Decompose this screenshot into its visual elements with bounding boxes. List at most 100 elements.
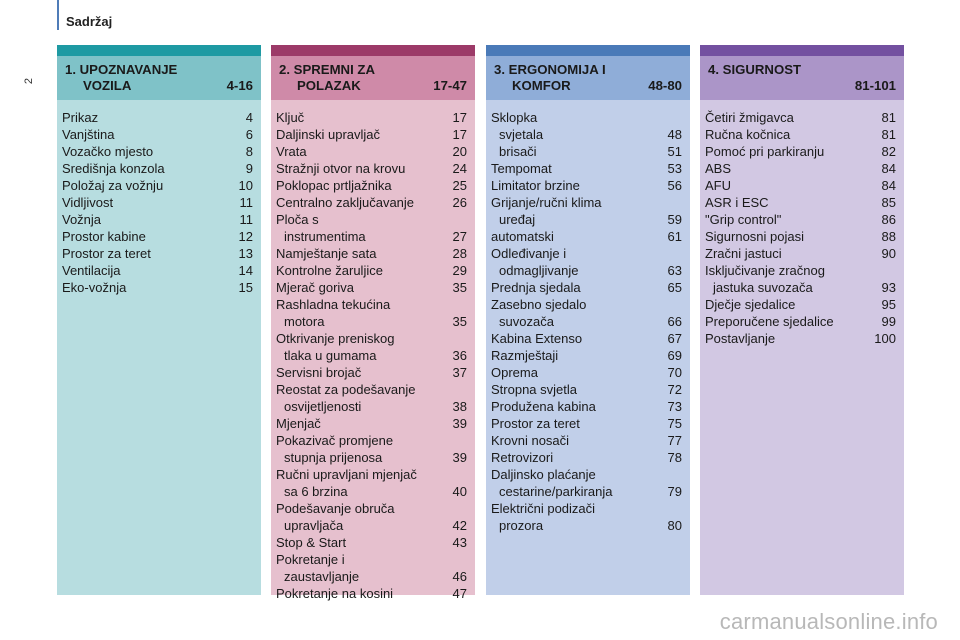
toc-entry[interactable]: ABS 84 — [705, 160, 896, 177]
toc-entry[interactable]: AFU 84 — [705, 177, 896, 194]
toc-entry-line2: cestarine/parkiranja 79 — [491, 483, 682, 500]
toc-entry[interactable]: Četiri žmigavca 81 — [705, 109, 896, 126]
toc-entry[interactable]: Preporučene sjedalice 99 — [705, 313, 896, 330]
toc-entry[interactable]: Oprema 70 — [491, 364, 682, 381]
toc-entry[interactable]: "Grip control" 86 — [705, 211, 896, 228]
toc-entry-page: 46 — [452, 569, 467, 584]
toc-entry[interactable]: Prednja sjedala 65 — [491, 279, 682, 296]
toc-entry-label: Pokretanje i — [276, 552, 345, 567]
toc-entry-label-cont: motora — [284, 314, 325, 329]
toc-entry-label-cont: tlaka u gumama — [284, 348, 377, 363]
toc-entry-label: Vanjština — [62, 127, 115, 142]
toc-entry[interactable]: Dječje sjedalice 95 — [705, 296, 896, 313]
toc-entry[interactable]: Ventilacija 14 — [62, 262, 253, 279]
toc-entry-label-cont: svjetala — [499, 127, 544, 142]
toc-entry-label: ABS — [705, 161, 732, 176]
toc-entry[interactable]: Reostat za podešavanje osvijetljenosti 38 — [276, 381, 467, 415]
toc-entry[interactable]: Produžena kabina 73 — [491, 398, 682, 415]
toc-entry-label: Namještanje sata — [276, 246, 377, 261]
toc-entry-page: 29 — [452, 263, 467, 278]
toc-entry[interactable]: Vidljivost 11 — [62, 194, 253, 211]
toc-entry[interactable]: Kabina Extenso 67 — [491, 330, 682, 347]
toc-entry-page: 85 — [881, 195, 896, 210]
toc-entry[interactable]: Prikaz 4 — [62, 109, 253, 126]
toc-entry[interactable]: Poklopac prtljažnika 25 — [276, 177, 467, 194]
toc-entry[interactable]: Sklopka svjetala 48 — [491, 109, 682, 143]
toc-entry-label: Retrovizori — [491, 450, 554, 465]
toc-entry[interactable]: Pokretanje i zaustavljanje 46 — [276, 551, 467, 585]
toc-entry[interactable]: Stop & Start 43 — [276, 534, 467, 551]
toc-entry-page: 84 — [881, 161, 896, 176]
toc-entry-line2: brisači 51 — [491, 143, 682, 160]
toc-entry[interactable]: Grijanje/ručni klima uređaj 59 — [491, 194, 682, 228]
toc-entry[interactable]: Vožnja 11 — [62, 211, 253, 228]
toc-entry[interactable]: Namještanje sata 28 — [276, 245, 467, 262]
toc-entry[interactable]: Rashladna tekućina motora 35 — [276, 296, 467, 330]
section-accent-bar — [486, 45, 690, 56]
section-column-4: 4. SIGURNOST 81-101 Četiri žmigavca 81 Ruč… — [700, 45, 904, 595]
toc-entry[interactable]: Tempomat 53 — [491, 160, 682, 177]
section-accent-bar — [271, 45, 475, 56]
toc-entry-page: 86 — [881, 212, 896, 227]
toc-entry[interactable]: Zračni jastuci 90 — [705, 245, 896, 262]
toc-entry-label: Pokretanje na kosini — [276, 586, 394, 601]
toc-entry[interactable]: Ručni upravljani mjenjač sa 6 brzina 40 — [276, 466, 467, 500]
toc-entry[interactable]: Daljinski upravljač 17 — [276, 126, 467, 143]
toc-entry-label: Pomoć pri parkiranju — [705, 144, 825, 159]
toc-entry[interactable]: ASR i ESC 85 — [705, 194, 896, 211]
toc-entry[interactable]: Prostor kabine 12 — [62, 228, 253, 245]
toc-entry-label: Sigurnosni pojasi — [705, 229, 805, 244]
toc-entry[interactable]: Položaj za vožnju 10 — [62, 177, 253, 194]
toc-entry[interactable]: Središnja konzola 9 — [62, 160, 253, 177]
toc-entry[interactable]: Postavljanje 100 — [705, 330, 896, 347]
toc-entry[interactable]: Centralno zaključavanje 26 — [276, 194, 467, 211]
toc-entry[interactable]: automatski 61 — [491, 228, 682, 245]
toc-entry[interactable]: Retrovizori 78 — [491, 449, 682, 466]
toc-entry[interactable]: Vozačko mjesto 8 — [62, 143, 253, 160]
toc-entry[interactable]: Ključ 17 — [276, 109, 467, 126]
toc-entry-label: Položaj za vožnju — [62, 178, 164, 193]
toc-entry[interactable]: Pokazivač promjene stupnja prijenosa 39 — [276, 432, 467, 466]
toc-entry[interactable]: Odleđivanje i odmagljivanje 63 — [491, 245, 682, 279]
toc-entry[interactable]: Mjerač goriva 35 — [276, 279, 467, 296]
toc-entry[interactable]: Sigurnosni pojasi 88 — [705, 228, 896, 245]
toc-entry[interactable]: Vanjština 6 — [62, 126, 253, 143]
toc-entry[interactable]: Mjenjač 39 — [276, 415, 467, 432]
toc-entry[interactable]: Kontrolne žaruljice 29 — [276, 262, 467, 279]
toc-entry[interactable]: Vrata 20 — [276, 143, 467, 160]
toc-entry[interactable]: Isključivanje zračnog jastuka suvozača 93 — [705, 262, 896, 296]
toc-entry[interactable]: Krovni nosači 77 — [491, 432, 682, 449]
toc-entry[interactable]: Zasebno sjedalo suvozača 66 — [491, 296, 682, 330]
toc-entry-line2: instrumentima 27 — [276, 228, 467, 245]
toc-entry[interactable]: Električni podizači prozora 80 — [491, 500, 682, 534]
toc-entry[interactable]: Otkrivanje preniskog tlaka u gumama 36 — [276, 330, 467, 364]
toc-entry-label: Vidljivost — [62, 195, 114, 210]
section-heading-line1: 2. SPREMNI ZA — [279, 62, 375, 77]
toc-entry-page: 35 — [452, 280, 467, 295]
toc-entry[interactable]: Daljinsko plaćanje cestarine/parkiranja 79 — [491, 466, 682, 500]
toc-entry[interactable]: Limitator brzine 56 — [491, 177, 682, 194]
toc-entry[interactable]: Eko-vožnja 15 — [62, 279, 253, 296]
toc-entry[interactable]: Servisni brojač 37 — [276, 364, 467, 381]
toc-entry[interactable]: Pomoć pri parkiranju 82 — [705, 143, 896, 160]
toc-entry[interactable]: Ploča s instrumentima 27 — [276, 211, 467, 245]
toc-entry[interactable]: Prostor za teret 75 — [491, 415, 682, 432]
toc-entry[interactable]: Prostor za teret 13 — [62, 245, 253, 262]
toc-entry-page: 90 — [881, 246, 896, 261]
toc-entry-label: Ploča s — [276, 212, 319, 227]
toc-entry[interactable]: Ručna kočnica 81 — [705, 126, 896, 143]
toc-entry[interactable]: Stropna svjetla 72 — [491, 381, 682, 398]
toc-entry[interactable]: Podešavanje obruča upravljača 42 — [276, 500, 467, 534]
toc-entry-line2: zaustavljanje 46 — [276, 568, 467, 585]
toc-entry-line2: suvozača 66 — [491, 313, 682, 330]
toc-entry-label: Eko-vožnja — [62, 280, 127, 295]
toc-entry[interactable]: Pokretanje na kosini 47 — [276, 585, 467, 602]
toc-entry[interactable]: Razmještaji 69 — [491, 347, 682, 364]
toc-entry-page: 40 — [452, 484, 467, 499]
section-column-1: 1. UPOZNAVANJE VOZILA 4-16 Prikaz 4 Vanjšti… — [57, 45, 261, 595]
toc-entry[interactable]: brisači 51 — [491, 143, 682, 160]
toc-entry-label: Poklopac prtljažnika — [276, 178, 392, 193]
toc-entry-label: Ručni upravljani mjenjač — [276, 467, 417, 482]
toc-entry-label-cont: stupnja prijenosa — [284, 450, 383, 465]
toc-entry[interactable]: Stražnji otvor na krovu 24 — [276, 160, 467, 177]
